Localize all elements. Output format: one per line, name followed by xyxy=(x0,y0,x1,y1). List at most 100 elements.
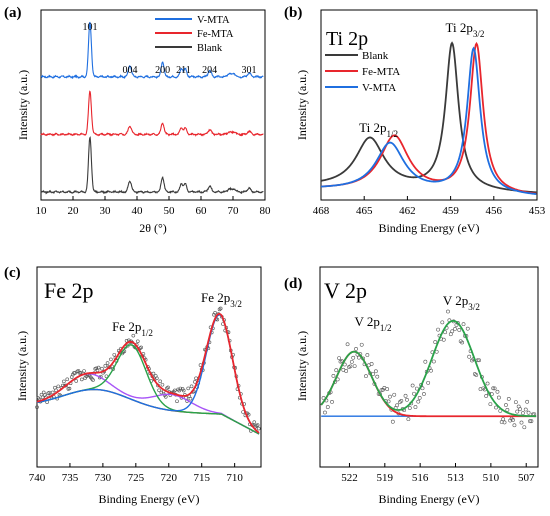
panel-b-frame xyxy=(320,9,538,201)
v-data-point xyxy=(330,399,334,404)
legend-label-V-MTA: V-MTA xyxy=(362,82,396,94)
fe-data-point xyxy=(155,376,159,381)
panel-b-letter: (b) xyxy=(284,5,302,21)
fe-data-point xyxy=(172,388,177,393)
fe-data-point xyxy=(160,382,165,387)
v-data-point xyxy=(337,356,341,360)
v-data-point xyxy=(331,373,336,378)
annotation-ti-2p3-2: Ti 2p3/2 xyxy=(446,20,485,39)
xrd-x-tick-label: 60 xyxy=(196,205,208,217)
v-data-point xyxy=(505,407,510,412)
panel-a-letter: (a) xyxy=(4,5,22,21)
fe-data-point xyxy=(65,377,70,382)
panel-c-letter: (c) xyxy=(4,265,21,281)
panel-b-x-ticks: 468 465 462 459 456 453 xyxy=(313,196,546,217)
ti-x-tick-label: 468 xyxy=(313,205,330,217)
fe-data-point xyxy=(67,386,72,391)
v-data-point xyxy=(474,373,479,377)
v-data-point xyxy=(518,407,522,412)
v-data-point xyxy=(352,364,357,369)
v-data-point xyxy=(423,359,428,364)
fe-data-point xyxy=(218,306,223,311)
fe-background-curve xyxy=(36,388,260,435)
panel-a-y-axis-label: Intensity (a.u.) xyxy=(16,70,30,140)
fe-data-point xyxy=(105,361,110,365)
v-data-point xyxy=(453,326,457,331)
fe-data-point xyxy=(181,388,186,393)
v-data-point xyxy=(412,391,416,396)
v-data-point xyxy=(484,394,489,398)
v-data-point xyxy=(526,410,531,415)
v-data-point xyxy=(443,330,448,335)
fe-data-point xyxy=(62,379,66,384)
fe-data-point xyxy=(91,378,95,382)
v-data-point xyxy=(525,399,530,404)
v-data-point xyxy=(399,398,404,403)
ti-series-Blank xyxy=(320,41,537,194)
v-data-point xyxy=(460,340,465,345)
v-data-point xyxy=(494,405,498,410)
v-data-point xyxy=(461,322,466,327)
v-data-point xyxy=(521,411,525,416)
annotation-ti-2p1-2: Ti 2p1/2 xyxy=(359,120,398,139)
v-data-point xyxy=(392,392,397,397)
legend-label-V-MTA: V-MTA xyxy=(197,15,230,26)
panel-c-x-axis-label: Binding Energy (eV) xyxy=(98,492,199,506)
v-data-point xyxy=(502,420,507,425)
ti-x-tick-label: 459 xyxy=(442,205,459,217)
panel-d-annotations: V 2p1/2 V 2p3/2 xyxy=(355,293,481,333)
v-data-point xyxy=(436,327,440,332)
fe-x-tick-label: 710 xyxy=(226,472,243,484)
panel-a-series xyxy=(40,21,264,195)
v-data-point xyxy=(467,354,472,359)
panel-a-peak-labels: 101 004 200 211 204 301 xyxy=(82,22,256,76)
fe-data-point xyxy=(164,394,168,399)
fe-data-point xyxy=(188,396,193,401)
fe-data-point xyxy=(80,377,84,382)
v-data-point xyxy=(496,395,501,400)
v-data-point xyxy=(351,355,356,360)
fe-data-point xyxy=(47,390,52,395)
panel-a-x-ticks: 10 20 30 40 50 60 70 80 xyxy=(36,196,271,217)
v-data-point xyxy=(448,332,453,337)
ti-x-tick-label: 453 xyxy=(529,205,546,217)
panel-c-series xyxy=(35,306,261,435)
v-data-point xyxy=(431,359,436,364)
v-data-point xyxy=(365,353,370,357)
v-data-point xyxy=(492,386,497,391)
peak-label-211: 211 xyxy=(176,65,191,76)
v-data-point xyxy=(359,342,364,347)
xrd-series-Fe-MTA xyxy=(40,90,264,137)
v-data-point xyxy=(345,342,350,347)
panel-d-x-axis-label: Binding Energy (eV) xyxy=(378,492,479,506)
v-data-point xyxy=(405,397,409,402)
panel-c-frame xyxy=(36,266,262,468)
fe-data-point xyxy=(158,379,162,384)
v-x-tick-label: 513 xyxy=(447,472,464,484)
v-data-point xyxy=(450,329,455,334)
peak-label-200: 200 xyxy=(155,65,170,76)
fe-data-point xyxy=(56,384,61,389)
v-data-point xyxy=(506,396,511,401)
fe-data-point xyxy=(213,311,217,315)
v-data-point xyxy=(395,403,399,408)
panel-d-title: V 2p xyxy=(324,278,367,303)
v-data-point xyxy=(334,368,339,373)
panel-a-legend: V-MTA Fe-MTA Blank xyxy=(155,15,234,54)
xrd-x-tick-label: 10 xyxy=(36,205,48,217)
v-data-point xyxy=(529,419,534,424)
v-data-point xyxy=(406,417,411,422)
ti-x-tick-label: 456 xyxy=(486,205,503,217)
v-data-point xyxy=(356,355,361,360)
v-data-point xyxy=(420,386,425,391)
v-data-point xyxy=(504,403,508,407)
fe-x-tick-label: 725 xyxy=(128,472,145,484)
v-data-point xyxy=(457,328,462,332)
v-data-point xyxy=(410,383,415,388)
ti-series-V-MTA xyxy=(320,46,537,196)
v-data-point xyxy=(325,405,330,409)
v-data-point xyxy=(414,386,419,391)
xrd-x-tick-label: 40 xyxy=(132,205,144,217)
